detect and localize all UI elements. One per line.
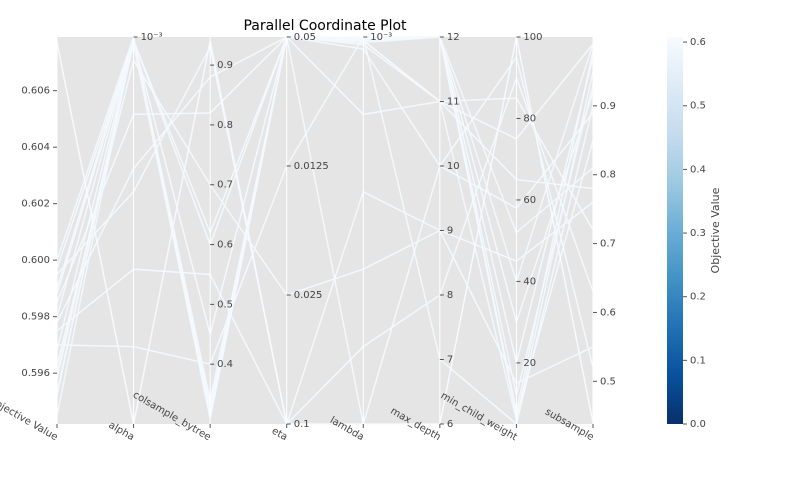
colorbar [667, 37, 683, 424]
tick-label: 0.4 [217, 359, 233, 370]
colorbar-tick-label: 0.0 [690, 419, 706, 430]
tick-label: 0.6 [217, 240, 233, 251]
tick-label: 0.606 [21, 86, 50, 97]
chart-title: Parallel Coordinate Plot [243, 18, 407, 34]
tick-label: 80 [523, 113, 536, 124]
tick-label: 20 [523, 358, 536, 369]
tick-label: 10⁻³ [141, 32, 163, 43]
trial-line [56, 35, 594, 425]
tick-label: 7 [447, 355, 453, 366]
tick-label: 0.6 [600, 307, 616, 318]
colorbar-tick-label: 0.3 [690, 228, 706, 239]
tick-label: 60 [523, 195, 536, 206]
tick-label: 0.602 [21, 199, 50, 210]
tick-label: 10 [447, 161, 460, 172]
colorbar-tick-label: 0.6 [690, 37, 706, 48]
axis-label: Objective Value [0, 395, 60, 444]
axis-label: eta [270, 426, 290, 444]
colorbar-tick-label: 0.1 [690, 355, 706, 366]
tick-label: 0.0125 [294, 161, 329, 172]
trial-line [56, 36, 594, 295]
tick-label: 100 [523, 32, 542, 43]
trial-line [56, 36, 594, 364]
tick-label: 0.8 [217, 120, 233, 131]
tick-label: 0.5 [217, 299, 233, 310]
trial-line [56, 58, 594, 385]
tick-label: 0.05 [294, 32, 316, 43]
tick-label: 0.025 [294, 290, 323, 301]
colorbar-tick-label: 0.2 [690, 292, 706, 303]
tick-label: 0.7 [600, 239, 616, 250]
tick-label: 12 [447, 32, 460, 43]
tick-label: 40 [523, 276, 536, 287]
tick-label: 0.5 [600, 376, 616, 387]
tick-label: 0.7 [217, 180, 233, 191]
tick-label: 0.598 [21, 312, 50, 323]
tick-label: 0.9 [217, 60, 233, 71]
trial-line [56, 44, 594, 426]
tick-label: 0.600 [21, 255, 50, 266]
tick-label: 9 [447, 226, 453, 237]
trial-line [56, 36, 594, 416]
trial-line [56, 190, 594, 426]
tick-label: 0.9 [600, 101, 616, 112]
tick-label: 6 [447, 419, 453, 430]
tick-label: 0.604 [21, 142, 50, 153]
colorbar-tick-label: 0.4 [690, 164, 706, 175]
trial-line [56, 35, 594, 426]
colorbar-tick-label: 0.5 [690, 101, 706, 112]
trial-line [56, 36, 594, 425]
tick-label: 0.596 [21, 368, 50, 379]
tick-label: 0.1 [294, 419, 310, 430]
tick-label: 11 [447, 97, 460, 108]
tick-label: 10⁻³ [370, 32, 392, 43]
tick-label: 0.8 [600, 170, 616, 181]
tick-label: 8 [447, 290, 453, 301]
colorbar-label: Objective Value [709, 187, 722, 273]
